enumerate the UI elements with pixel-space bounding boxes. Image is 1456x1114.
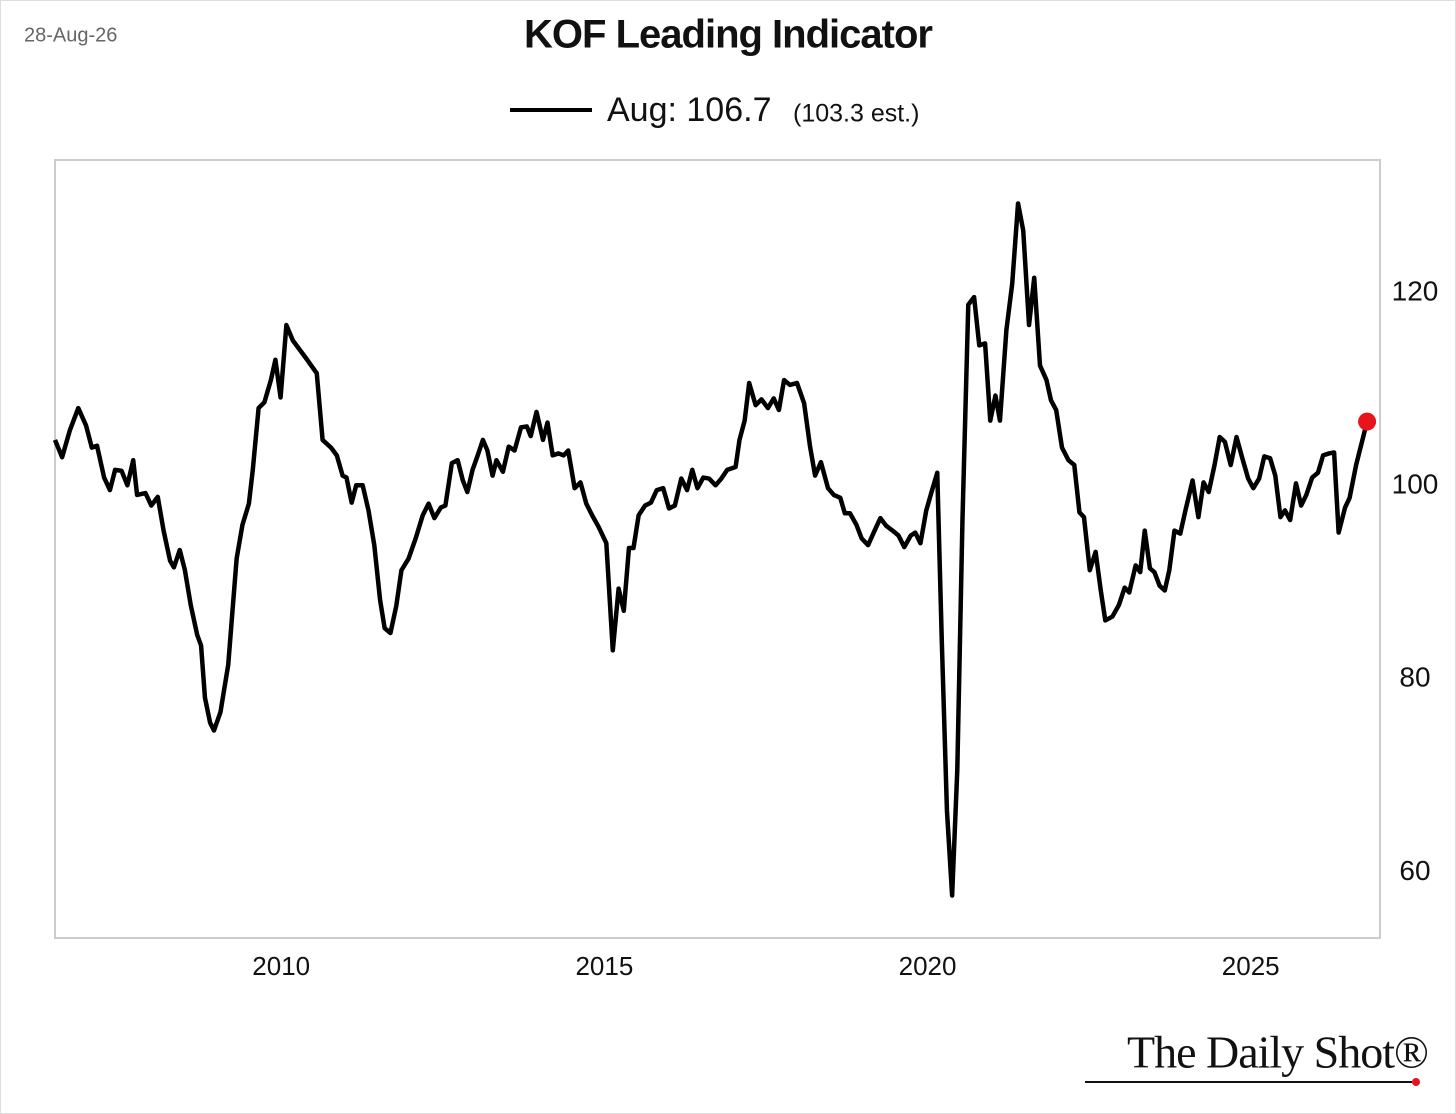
legend-label: Aug: 106.7 <box>607 91 771 129</box>
y-tick-label: 100 <box>1392 469 1439 500</box>
brand: The Daily Shot® <box>1127 1027 1428 1078</box>
date: 28-Aug-26 <box>24 24 117 46</box>
x-tick-label: 2010 <box>252 951 310 981</box>
y-tick-label: 80 <box>1399 662 1430 693</box>
legend-note: (103.3 est.) <box>793 100 919 128</box>
brand-dot <box>1412 1078 1420 1086</box>
line <box>52 201 1370 898</box>
plot-frame <box>54 159 1381 939</box>
y-tick-label: 60 <box>1399 855 1430 886</box>
y-tick-label: 120 <box>1392 276 1439 307</box>
last-point-marker <box>1358 412 1377 431</box>
chart-title: KOF Leading Indicator <box>524 13 932 57</box>
x-tick-label: 2020 <box>899 951 957 981</box>
x-tick-label: 2015 <box>575 951 633 981</box>
x-tick-label: 2025 <box>1222 951 1280 981</box>
